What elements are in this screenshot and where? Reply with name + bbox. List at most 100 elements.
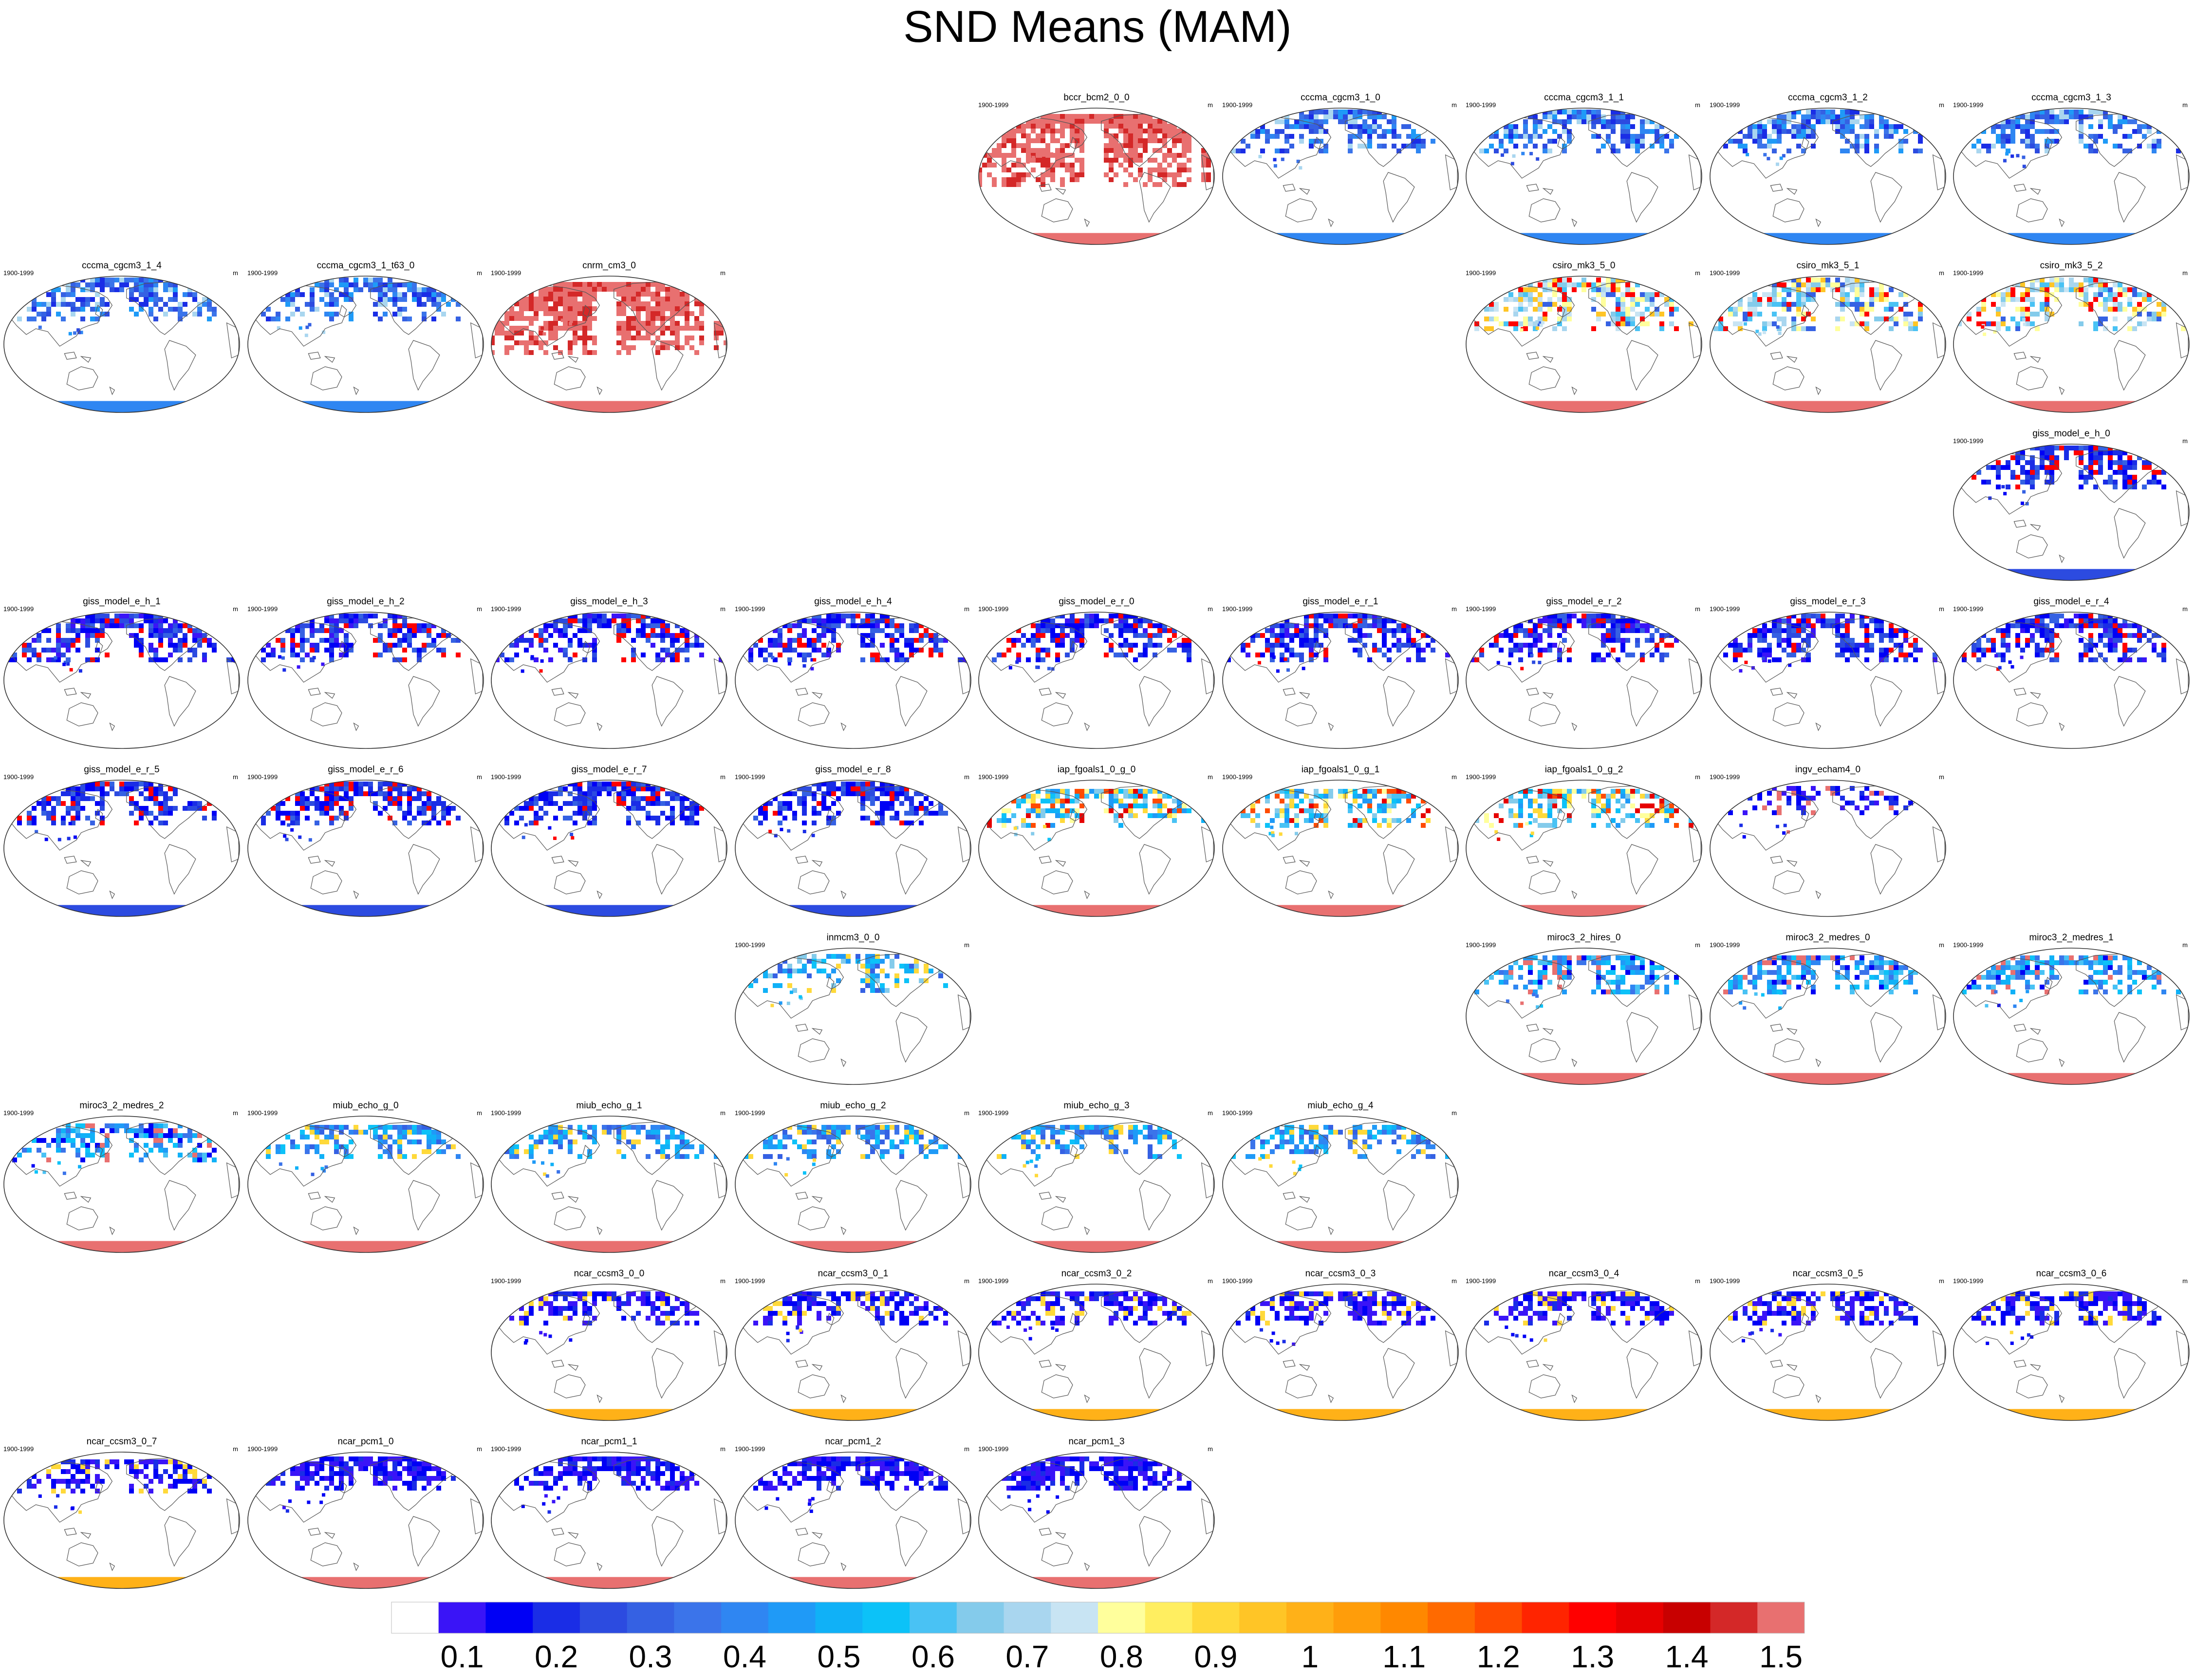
snow-cell xyxy=(1835,302,1840,307)
snow-cell xyxy=(1075,143,1079,148)
snow-cell xyxy=(139,638,144,643)
snow-cell xyxy=(2113,633,2118,638)
snow-cell xyxy=(37,302,41,307)
snow-cell xyxy=(1552,326,1557,331)
snow-cell xyxy=(441,653,446,657)
snow-cell xyxy=(1903,633,1908,638)
snow-cell xyxy=(66,811,71,816)
snow-cell xyxy=(719,326,724,331)
snow-cell xyxy=(1416,653,1421,657)
snow-cell xyxy=(646,316,651,321)
snow-cell xyxy=(1748,124,1752,129)
snow-cell xyxy=(577,306,582,311)
snow-cell xyxy=(1377,618,1382,623)
snow-cell xyxy=(1591,124,1596,129)
coastline xyxy=(1084,722,1090,731)
snow-cell xyxy=(422,302,427,307)
snow-cell xyxy=(2006,292,2010,297)
snow-cell xyxy=(2020,618,2025,623)
snow-cell xyxy=(261,657,266,662)
snow-cell xyxy=(305,801,310,806)
snow-cell xyxy=(412,796,417,801)
snow-cell xyxy=(80,628,85,633)
snow-cell xyxy=(573,618,577,623)
snow-cell xyxy=(324,811,329,816)
snow-cell xyxy=(119,614,124,618)
snow-cell xyxy=(339,811,344,816)
snow-cell xyxy=(90,821,95,825)
snow-cell xyxy=(1128,623,1133,628)
snow-cell xyxy=(1894,657,1898,662)
snow-cell xyxy=(1182,643,1187,648)
snow-cell xyxy=(1358,653,1362,657)
snow-cell xyxy=(1611,144,1616,149)
snow-cell xyxy=(1840,287,1845,292)
snow-cell xyxy=(1606,633,1611,638)
snow-cell xyxy=(2025,317,2030,321)
snow-cell xyxy=(2118,455,2122,460)
snow-cell xyxy=(655,633,660,638)
snow-cell xyxy=(280,297,285,302)
snow-cell xyxy=(2054,297,2059,302)
snow-cell xyxy=(665,816,670,821)
snow-cell xyxy=(1177,163,1182,168)
snow-cell xyxy=(2113,144,2118,149)
snow-cell xyxy=(1850,643,1855,648)
panel-period: 1900-1999 xyxy=(491,269,521,277)
snow-cell xyxy=(631,801,636,806)
snow-cell xyxy=(1084,614,1089,618)
snow-cell xyxy=(573,633,577,638)
snow-cell xyxy=(1089,614,1094,618)
snow-cell xyxy=(32,297,37,302)
snow-cell xyxy=(1041,618,1045,623)
snow-cell xyxy=(1777,119,1782,124)
snow-cell xyxy=(1991,124,1996,129)
snow-cell xyxy=(660,282,665,287)
snow-cell xyxy=(339,278,344,282)
snow-cell xyxy=(310,297,315,302)
snow-cell xyxy=(2045,110,2049,114)
snow-cell xyxy=(651,282,655,287)
snow-cell xyxy=(1143,648,1148,653)
snow-cell xyxy=(1309,119,1314,124)
snow-cell xyxy=(1879,297,1884,302)
snow-cell xyxy=(626,336,631,340)
snow-cell xyxy=(334,796,339,801)
snow-cell xyxy=(1396,149,1401,153)
snow-cell xyxy=(2030,475,2035,480)
snow-cell xyxy=(548,311,553,316)
snow-cell xyxy=(1547,614,1552,618)
snow-cell xyxy=(2118,633,2122,638)
snow-cell xyxy=(2132,119,2137,124)
snow-cell xyxy=(587,350,592,355)
snow-cell xyxy=(2030,623,2035,628)
snow-cell xyxy=(1523,144,1528,149)
snow-cell xyxy=(665,340,670,345)
snow-cell xyxy=(2025,628,2030,633)
snow-cell xyxy=(37,653,41,657)
map-panel: cccma_cgcm3_1_t63_0 1900-1999 m xyxy=(246,261,485,421)
snow-cell xyxy=(183,623,187,628)
snow-cell xyxy=(1620,139,1625,144)
snow-cell xyxy=(699,653,704,657)
snow-cell xyxy=(1972,475,1976,480)
snow-cell xyxy=(71,786,75,791)
snow-cell xyxy=(412,786,417,791)
snow-cell xyxy=(349,297,353,302)
snow-cell xyxy=(568,618,573,623)
snow-cell xyxy=(32,821,37,825)
snow-cell xyxy=(51,657,56,662)
snow-cell xyxy=(431,806,436,811)
snow-cell xyxy=(431,638,436,643)
snow-cell xyxy=(1777,317,1782,321)
snow-cell xyxy=(924,628,929,633)
snow-cell xyxy=(149,287,153,292)
snow-cell xyxy=(1031,643,1036,648)
snow-cell xyxy=(1630,297,1635,302)
snow-cell xyxy=(2064,618,2069,623)
snow-cell xyxy=(417,653,422,657)
snow-cell xyxy=(1744,660,1748,664)
coastline xyxy=(694,279,710,291)
snow-cell xyxy=(1738,139,1743,144)
snow-cell xyxy=(1738,144,1743,149)
